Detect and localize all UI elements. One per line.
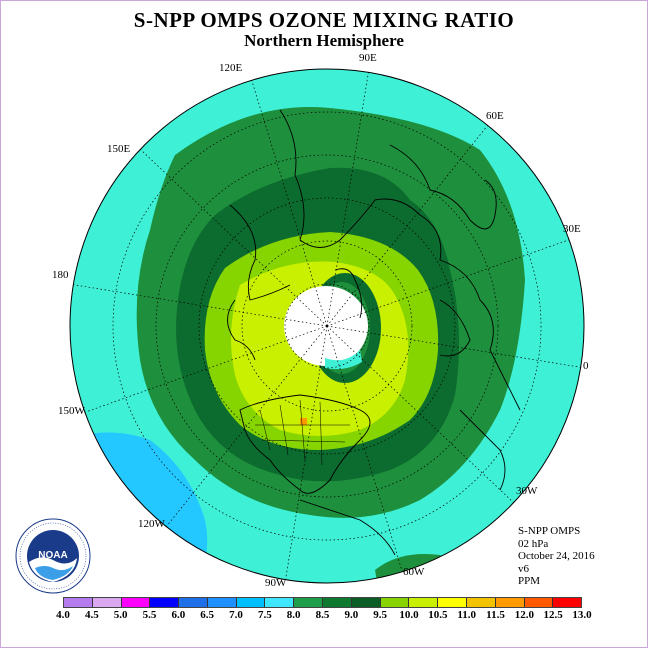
colorbar-cell bbox=[323, 598, 352, 607]
colorbar-tick-label: 9.0 bbox=[344, 609, 359, 621]
lon-label-30e: 30E bbox=[563, 223, 581, 235]
colorbar-tick-label: 10.0 bbox=[399, 609, 419, 621]
colorbar-tick-label: 5.0 bbox=[113, 609, 128, 621]
colorbar-ticks: 4.0 4.5 5.0 5.5 6.0 6.5 7.0 7.5 8.0 8.5 9.0 9.5 10.0… bbox=[56, 609, 592, 623]
colorbar-tick-label: 11.0 bbox=[457, 609, 476, 621]
colorbar-cell bbox=[409, 598, 439, 607]
noaa-logo-text: NOAA bbox=[38, 550, 67, 561]
info-block: S-NPP OMPS 02 hPa October 24, 2016 v6 PP… bbox=[518, 525, 595, 588]
colorbar-cell bbox=[92, 598, 122, 607]
lon-label-60e: 60E bbox=[486, 110, 504, 122]
colorbar-cell bbox=[466, 598, 496, 607]
colorbar-tick-label: 6.5 bbox=[200, 609, 215, 621]
noaa-logo: NOAA bbox=[15, 518, 91, 594]
graticule bbox=[70, 69, 584, 583]
lon-label-120e: 120E bbox=[219, 62, 243, 74]
colorbar-tick-label: 4.0 bbox=[56, 609, 70, 621]
colorbar bbox=[63, 597, 582, 608]
colorbar-tick-label: 4.5 bbox=[84, 609, 99, 621]
colorbar-cell bbox=[121, 598, 151, 607]
colorbar-tick-label: 12.5 bbox=[543, 609, 563, 621]
coastlines bbox=[227, 109, 521, 556]
lon-label-60w: 60W bbox=[403, 566, 425, 578]
colorbar-cell bbox=[64, 598, 93, 607]
info-instrument: S-NPP OMPS bbox=[518, 525, 581, 537]
colorbar-tick-label: 13.0 bbox=[572, 609, 592, 621]
state-boundaries bbox=[255, 399, 350, 466]
map-subtitle: Northern Hemisphere bbox=[244, 31, 404, 50]
colorbar-tick-label: 6.0 bbox=[171, 609, 186, 621]
polar-edge-cyan bbox=[325, 350, 362, 370]
info-date: October 24, 2016 bbox=[518, 550, 595, 562]
colorbar-tick-label: 7.5 bbox=[257, 609, 272, 621]
colorbar-cell bbox=[207, 598, 237, 607]
colorbar-cell bbox=[294, 598, 324, 607]
lon-label-150w: 150W bbox=[58, 405, 85, 417]
colorbar-tick-label: 9.5 bbox=[373, 609, 388, 621]
colorbar-tick-label: 8.0 bbox=[286, 609, 301, 621]
colorbar-cell bbox=[524, 598, 554, 607]
lon-label-30w: 30W bbox=[516, 485, 538, 497]
colorbar-tick-label: 7.0 bbox=[229, 609, 243, 621]
lon-label-180: 180 bbox=[52, 269, 69, 281]
colorbar-cell bbox=[380, 598, 410, 607]
colorbar-tick-label: 12.0 bbox=[514, 609, 534, 621]
colorbar-tick-label: 8.5 bbox=[315, 609, 330, 621]
colorbar-cell bbox=[553, 598, 582, 607]
globe-boundary bbox=[69, 68, 585, 584]
info-units: PPM bbox=[518, 575, 541, 587]
map-title: S-NPP OMPS OZONE MIXING RATIO bbox=[133, 8, 515, 32]
lon-label-150e: 150E bbox=[107, 143, 131, 155]
ozone-field-high-spot bbox=[300, 418, 307, 425]
lon-label-90e: 90E bbox=[359, 52, 377, 64]
info-version: v6 bbox=[518, 562, 529, 575]
colorbar-cell bbox=[438, 598, 467, 607]
colorbar-tick-label: 10.5 bbox=[428, 609, 448, 621]
colorbar-cell bbox=[265, 598, 295, 607]
colorbar-cell bbox=[150, 598, 180, 607]
colorbar-tick-label: 11.5 bbox=[486, 609, 505, 621]
colorbar-cell bbox=[351, 598, 381, 607]
lon-label-90w: 90W bbox=[265, 577, 287, 589]
colorbar-cell bbox=[179, 598, 208, 607]
lon-label-120w: 120W bbox=[138, 518, 165, 530]
info-level: 02 hPa bbox=[518, 537, 549, 550]
colorbar-cell bbox=[495, 598, 525, 607]
colorbar-tick-label: 5.5 bbox=[142, 609, 157, 621]
colorbar-cell bbox=[236, 598, 266, 607]
lon-label-0: 0 bbox=[583, 360, 589, 372]
